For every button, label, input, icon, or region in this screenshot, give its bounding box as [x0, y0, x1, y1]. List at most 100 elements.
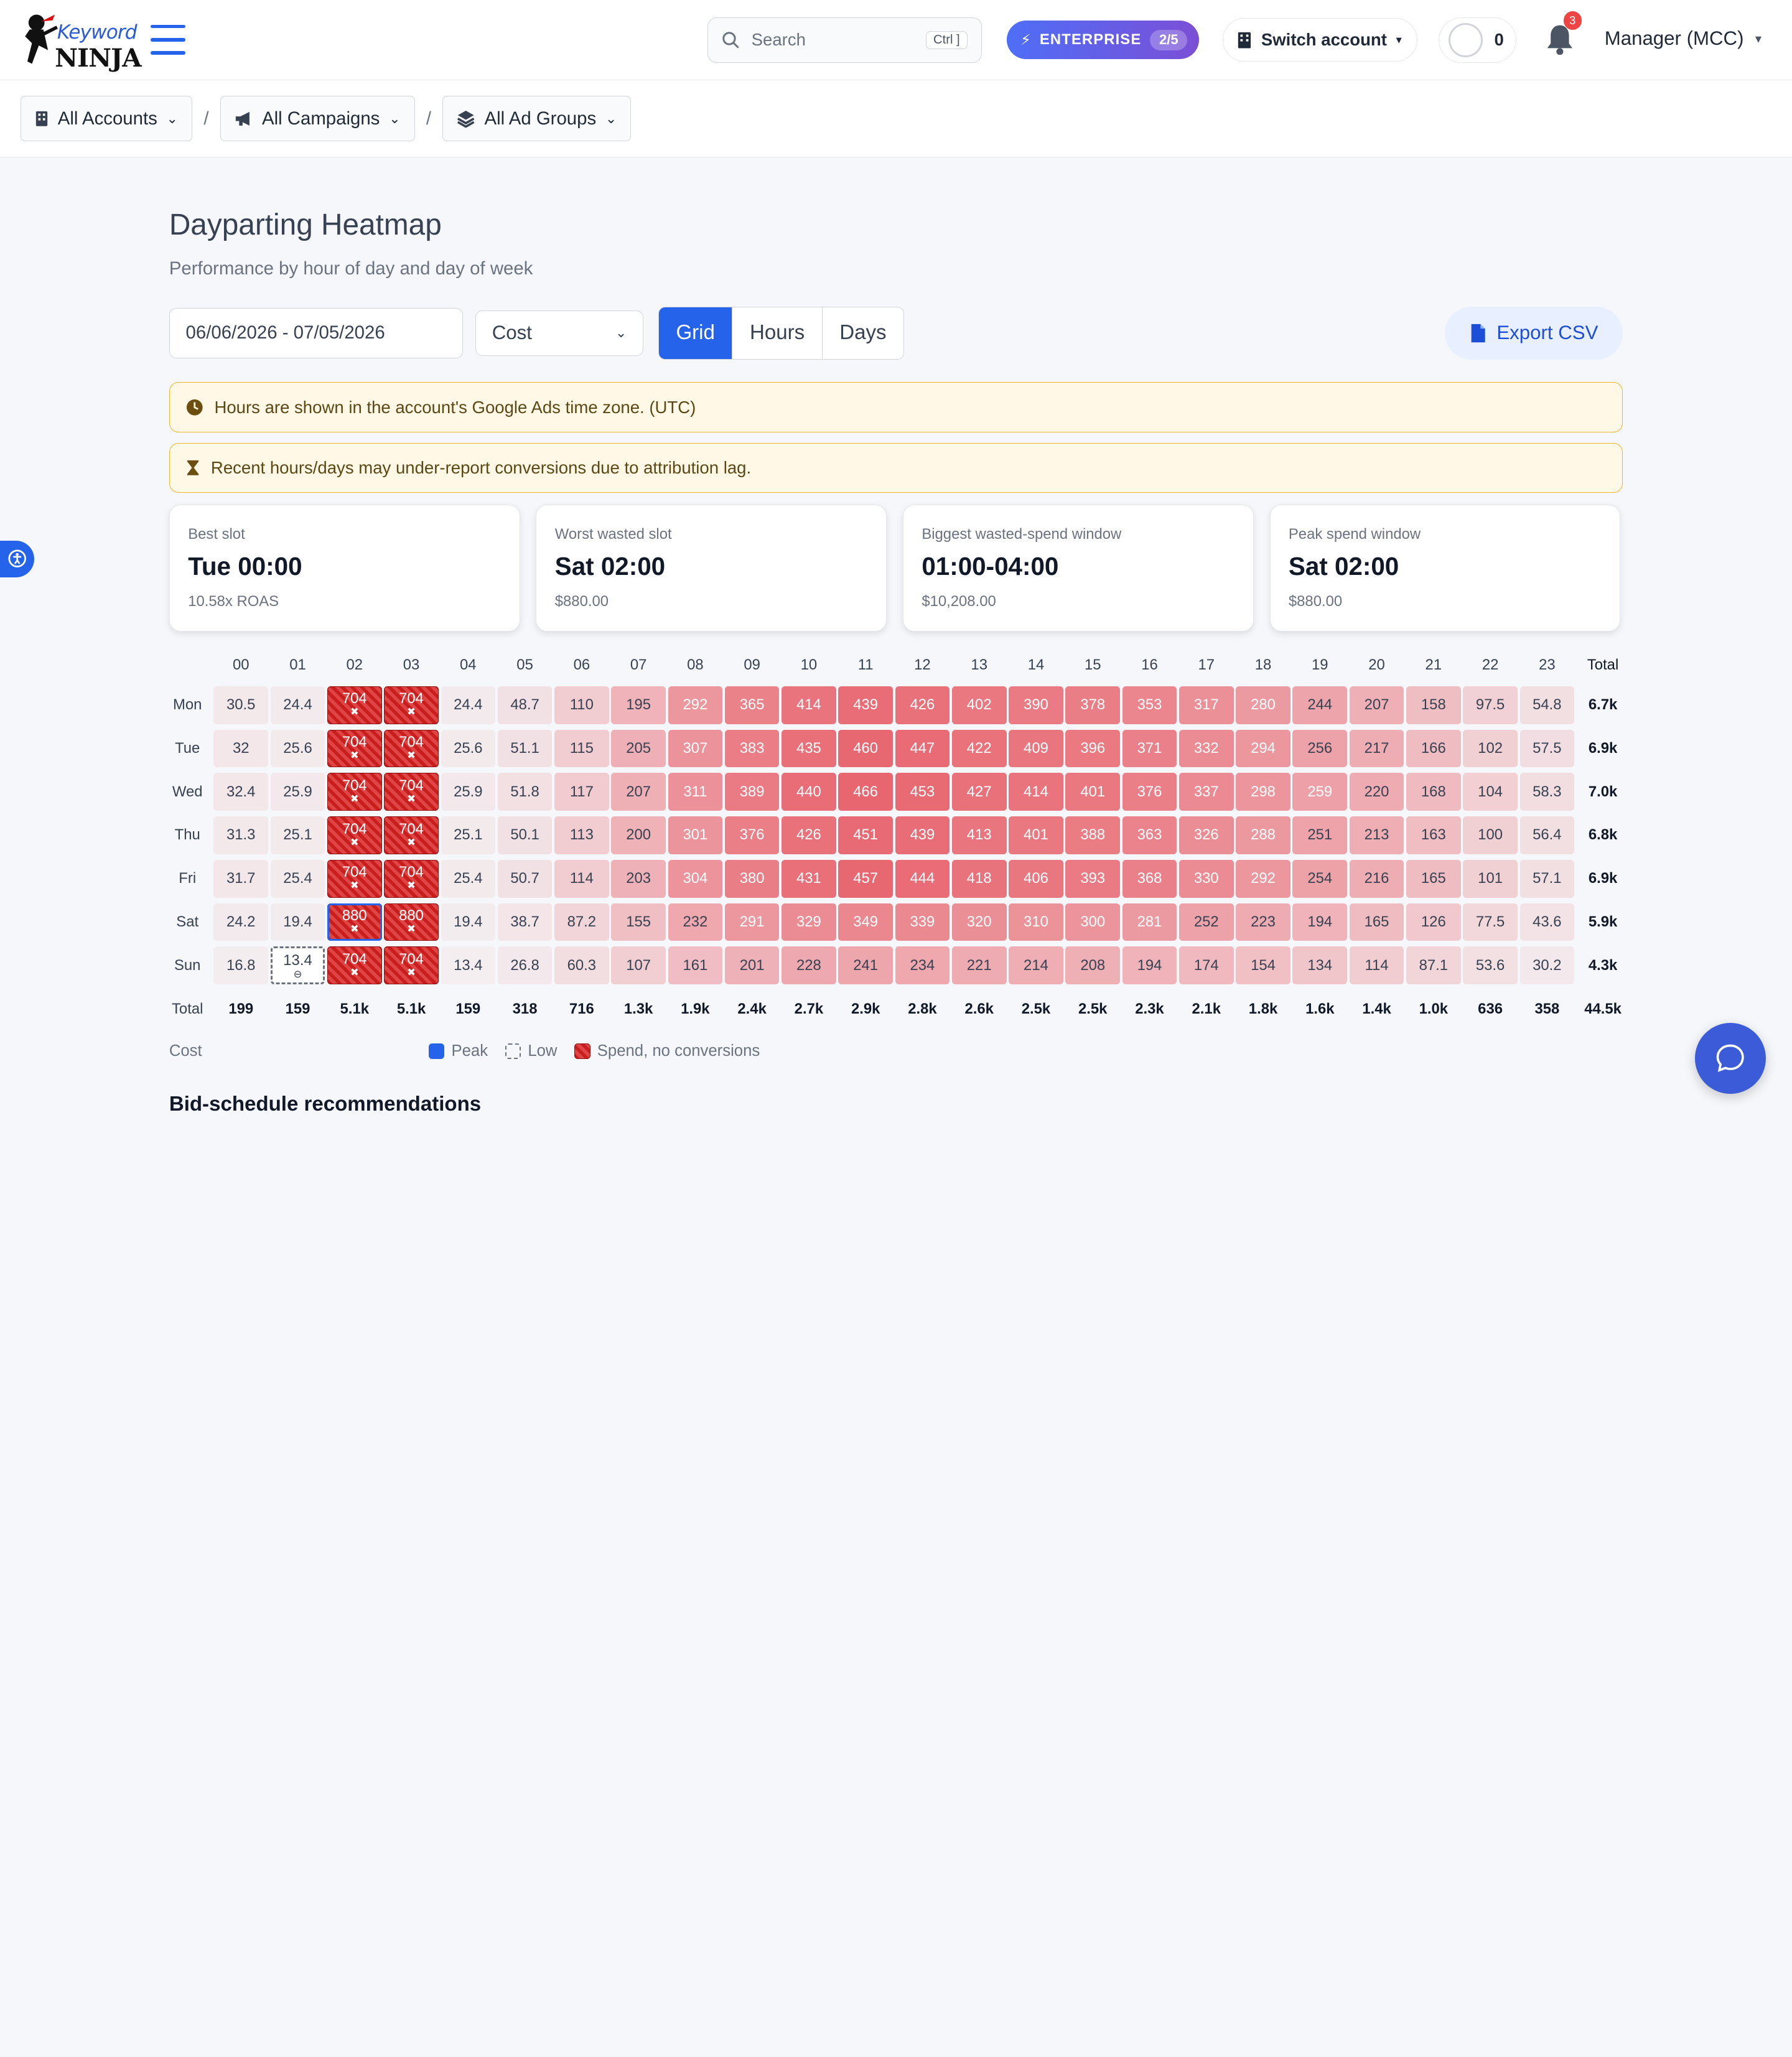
heatmap-cell[interactable]: 25.4 — [441, 859, 496, 898]
heatmap-cell[interactable]: 704 ✖ — [384, 686, 439, 724]
heatmap-cell[interactable]: 214 — [1009, 946, 1063, 985]
heatmap-cell[interactable]: 280 — [1236, 686, 1290, 724]
heatmap-cell[interactable]: 194 — [1122, 946, 1177, 985]
heatmap-cell[interactable]: 298 — [1236, 773, 1290, 811]
heatmap-cell[interactable]: 307 — [668, 729, 723, 768]
heatmap-cell[interactable]: 704 ✖ — [384, 859, 439, 898]
heatmap-cell[interactable]: 31.7 — [213, 859, 269, 898]
heatmap-cell[interactable]: 301 — [668, 816, 723, 854]
heatmap-cell[interactable]: 376 — [1122, 773, 1177, 811]
heatmap-cell[interactable]: 291 — [724, 903, 780, 941]
heatmap-cell[interactable]: 25.6 — [270, 729, 325, 768]
heatmap-cell[interactable]: 207 — [1349, 686, 1404, 724]
heatmap-cell[interactable]: 426 — [895, 686, 950, 724]
heatmap-cell[interactable]: 704 ✖ — [327, 946, 382, 985]
heatmap-cell[interactable]: 217 — [1349, 729, 1404, 768]
heatmap-cell[interactable]: 453 — [895, 773, 950, 811]
heatmap-cell[interactable]: 426 — [782, 816, 836, 854]
heatmap-cell[interactable]: 114 — [554, 859, 609, 898]
heatmap-cell[interactable]: 704 ✖ — [384, 816, 439, 854]
heatmap-cell[interactable]: 388 — [1065, 816, 1121, 854]
heatmap-cell[interactable]: 332 — [1178, 729, 1234, 768]
heatmap-cell[interactable]: 457 — [838, 859, 893, 898]
heatmap-cell[interactable]: 158 — [1406, 686, 1461, 724]
heatmap-cell[interactable]: 50.7 — [497, 859, 553, 898]
metric-select[interactable]: Cost ⌄ — [475, 310, 644, 356]
heatmap-cell[interactable]: 194 — [1292, 903, 1348, 941]
heatmap-cell[interactable]: 24.4 — [270, 686, 325, 724]
heatmap-cell[interactable]: 24.4 — [441, 686, 496, 724]
accessibility-button[interactable] — [0, 540, 35, 577]
heatmap-cell[interactable]: 451 — [838, 816, 893, 854]
heatmap-cell[interactable]: 213 — [1349, 816, 1404, 854]
heatmap-cell[interactable]: 292 — [1236, 859, 1290, 898]
app-logo[interactable]: Keyword NINJA — [21, 4, 142, 75]
plan-badge[interactable]: ⚡ ENTERPRISE 2/5 — [1007, 21, 1199, 60]
heatmap-cell[interactable]: 24.2 — [213, 903, 269, 941]
user-menu[interactable]: Manager (MCC) ▾ — [1605, 27, 1762, 50]
heatmap-cell[interactable]: 117 — [554, 773, 609, 811]
heatmap-cell[interactable]: 107 — [611, 946, 666, 985]
heatmap-cell[interactable]: 31.3 — [213, 816, 269, 854]
heatmap-cell[interactable]: 56.4 — [1519, 816, 1575, 854]
heatmap-cell[interactable]: 422 — [951, 729, 1007, 768]
heatmap-cell[interactable]: 439 — [895, 816, 950, 854]
heatmap-cell[interactable]: 25.9 — [441, 773, 496, 811]
heatmap-cell[interactable]: 704 ✖ — [327, 816, 382, 854]
export-csv-button[interactable]: Export CSV — [1444, 307, 1623, 360]
heatmap-cell[interactable]: 281 — [1122, 903, 1177, 941]
heatmap-cell[interactable]: 32 — [213, 729, 269, 768]
heatmap-cell[interactable]: 30.5 — [213, 686, 269, 724]
tab-grid[interactable]: Grid — [658, 307, 732, 359]
heatmap-cell[interactable]: 13.4 — [441, 946, 496, 985]
ad-groups-dropdown[interactable]: All Ad Groups ⌄ — [442, 95, 632, 142]
heatmap-cell[interactable]: 51.8 — [497, 773, 553, 811]
heatmap-cell[interactable]: 154 — [1236, 946, 1290, 985]
heatmap-cell[interactable]: 201 — [724, 946, 780, 985]
heatmap-cell[interactable]: 447 — [895, 729, 950, 768]
heatmap-cell[interactable]: 418 — [951, 859, 1007, 898]
heatmap-cell[interactable]: 353 — [1122, 686, 1177, 724]
heatmap-cell[interactable]: 390 — [1009, 686, 1063, 724]
heatmap-cell[interactable]: 254 — [1292, 859, 1348, 898]
tab-hours[interactable]: Hours — [732, 307, 821, 359]
heatmap-cell[interactable]: 32.4 — [213, 773, 269, 811]
heatmap-cell[interactable]: 57.5 — [1519, 729, 1575, 768]
heatmap-cell[interactable]: 252 — [1178, 903, 1234, 941]
heatmap-cell[interactable]: 25.9 — [270, 773, 325, 811]
heatmap-cell[interactable]: 413 — [951, 816, 1007, 854]
heatmap-cell[interactable]: 401 — [1009, 816, 1063, 854]
switch-account-button[interactable]: Switch account ▾ — [1223, 18, 1417, 62]
heatmap-cell[interactable]: 376 — [724, 816, 780, 854]
search-input[interactable]: Search Ctrl ] — [707, 17, 982, 63]
heatmap-cell[interactable]: 220 — [1349, 773, 1404, 811]
heatmap-cell[interactable]: 50.1 — [497, 816, 553, 854]
heatmap-cell[interactable]: 87.1 — [1406, 946, 1461, 985]
heatmap-cell[interactable]: 880 ✖ — [327, 903, 382, 941]
heatmap-cell[interactable]: 134 — [1292, 946, 1348, 985]
heatmap-cell[interactable]: 38.7 — [497, 903, 553, 941]
heatmap-cell[interactable]: 383 — [724, 729, 780, 768]
heatmap-cell[interactable]: 228 — [782, 946, 836, 985]
heatmap-cell[interactable]: 54.8 — [1519, 686, 1575, 724]
heatmap-cell[interactable]: 166 — [1406, 729, 1461, 768]
heatmap-cell[interactable]: 234 — [895, 946, 950, 985]
heatmap-cell[interactable]: 256 — [1292, 729, 1348, 768]
heatmap-cell[interactable]: 53.6 — [1463, 946, 1518, 985]
heatmap-cell[interactable]: 102 — [1463, 729, 1518, 768]
heatmap-cell[interactable]: 30.2 — [1519, 946, 1575, 985]
heatmap-cell[interactable]: 51.1 — [497, 729, 553, 768]
heatmap-cell[interactable]: 195 — [611, 686, 666, 724]
heatmap-cell[interactable]: 329 — [782, 903, 836, 941]
heatmap-cell[interactable]: 58.3 — [1519, 773, 1575, 811]
heatmap-cell[interactable]: 251 — [1292, 816, 1348, 854]
heatmap-cell[interactable]: 339 — [895, 903, 950, 941]
heatmap-cell[interactable]: 232 — [668, 903, 723, 941]
heatmap-cell[interactable]: 43.6 — [1519, 903, 1575, 941]
heatmap-cell[interactable]: 259 — [1292, 773, 1348, 811]
heatmap-cell[interactable]: 320 — [951, 903, 1007, 941]
heatmap-cell[interactable]: 365 — [724, 686, 780, 724]
date-range-input[interactable]: 06/06/2026 - 07/05/2026 — [169, 307, 463, 358]
heatmap-cell[interactable]: 241 — [838, 946, 893, 985]
heatmap-cell[interactable]: 439 — [838, 686, 893, 724]
